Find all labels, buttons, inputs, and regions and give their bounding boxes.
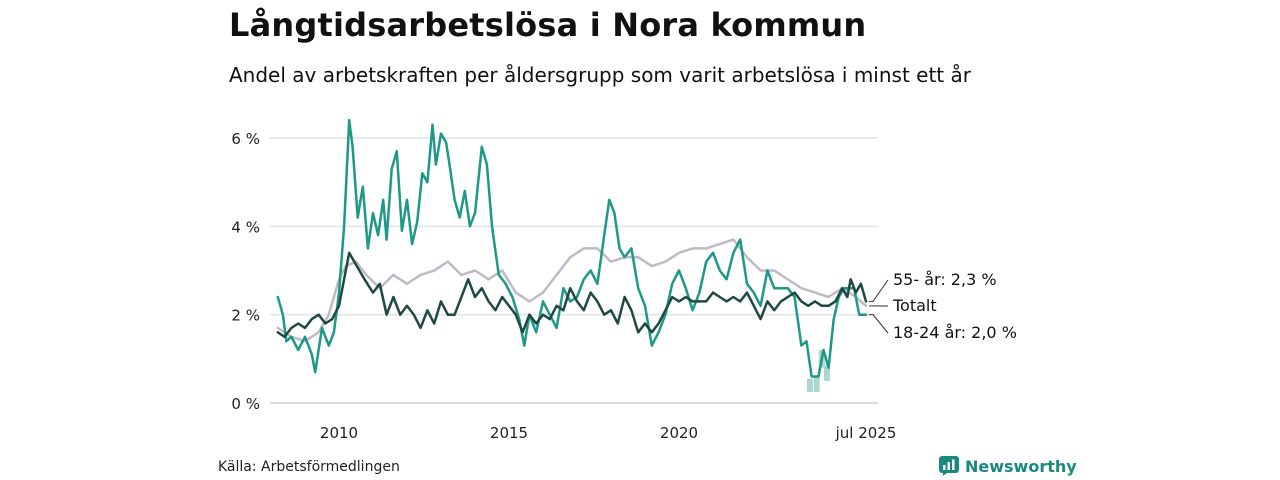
ci-band-segment (823, 365, 830, 381)
series-labels: Totalt 18-24 år: 2,0 % 55- år: 2,3 % (869, 270, 1017, 342)
newsworthy-chart-icon (939, 456, 959, 476)
x-tick-label: 2015 (490, 424, 528, 442)
label-leader-line (869, 314, 889, 334)
ci-band-segment (813, 376, 820, 392)
source-note: Källa: Arbetsförmedlingen (218, 459, 400, 475)
grid-lines (270, 137, 878, 404)
chart-title: Långtidsarbetslösa i Nora kommun (229, 6, 867, 44)
series-line-55-r (276, 251, 868, 339)
y-tick-label: 0 % (231, 395, 260, 413)
series-lines (276, 119, 868, 378)
chart-subtitle: Andel av arbetskraften per åldersgrupp s… (229, 63, 971, 87)
label-leader-line (869, 279, 889, 302)
series-label: 55- år: 2,3 % (893, 270, 997, 289)
ci-band-segment (806, 378, 813, 392)
series-label: Totalt (892, 296, 937, 315)
x-tick-label: jul 2025 (835, 424, 897, 442)
y-tick-label: 6 % (231, 130, 260, 148)
newsworthy-logo[interactable]: Newsworthy (939, 456, 1077, 476)
y-tick-label: 4 % (231, 218, 260, 236)
y-tick-label: 2 % (231, 307, 260, 325)
y-axis-ticks: 0 % 2 % 4 % 6 % (231, 130, 260, 413)
logo-text: Newsworthy (965, 456, 1077, 476)
series-label: 18-24 år: 2,0 % (893, 323, 1017, 342)
x-tick-label: 2020 (660, 424, 698, 442)
x-tick-label: 2010 (320, 424, 358, 442)
x-axis-ticks: 2010 2015 2020 jul 2025 (320, 424, 896, 442)
series-line-18-24-r (276, 119, 868, 378)
